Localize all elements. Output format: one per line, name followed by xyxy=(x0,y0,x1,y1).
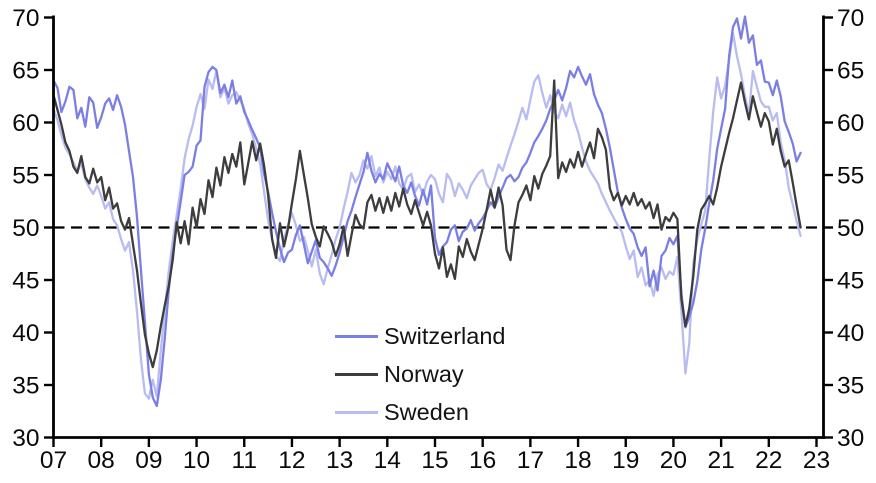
y-tick-label-left-35: 35 xyxy=(12,373,39,400)
y-tick-label-left-30: 30 xyxy=(12,425,39,452)
x-tick-label-10: 10 xyxy=(183,447,210,474)
x-tick-label-17: 17 xyxy=(517,447,544,474)
x-tick-label-15: 15 xyxy=(421,447,448,474)
y-tick-label-right-50: 50 xyxy=(837,215,864,242)
y-tick-label-left-55: 55 xyxy=(12,163,39,190)
chart-legend: Switzerland Norway Sweden xyxy=(335,317,505,431)
series-line-switzerland xyxy=(52,15,802,408)
series-line-norway xyxy=(52,79,802,369)
y-tick-label-right-30: 30 xyxy=(837,425,864,452)
y-tick-label-left-70: 70 xyxy=(12,5,39,32)
x-tick-label-23: 23 xyxy=(803,447,830,474)
y-tick-label-right-60: 60 xyxy=(837,110,864,137)
x-tick-label-08: 08 xyxy=(88,447,115,474)
x-tick-label-19: 19 xyxy=(612,447,639,474)
y-tick-label-right-45: 45 xyxy=(837,268,864,295)
legend-item-switzerland: Switzerland xyxy=(335,317,505,355)
x-tick-label-11: 11 xyxy=(232,447,257,474)
x-tick-label-07: 07 xyxy=(40,447,67,474)
legend-item-sweden: Sweden xyxy=(335,393,505,431)
legend-label-norway: Norway xyxy=(384,360,464,387)
legend-label-switzerland: Switzerland xyxy=(384,322,506,349)
y-tick-label-right-40: 40 xyxy=(837,320,864,347)
legend-line-swatch-norway xyxy=(335,372,378,376)
y-tick-label-left-45: 45 xyxy=(12,268,39,295)
x-tick-label-18: 18 xyxy=(564,447,591,474)
y-tick-label-right-35: 35 xyxy=(837,373,864,400)
x-tick-label-13: 13 xyxy=(326,447,353,474)
y-tick-label-right-55: 55 xyxy=(837,163,864,190)
y-tick-label-left-50: 50 xyxy=(12,215,39,242)
y-tick-label-left-65: 65 xyxy=(12,58,39,85)
legend-label-sweden: Sweden xyxy=(384,398,469,425)
legend-line-swatch-sweden xyxy=(335,410,378,414)
x-tick-label-22: 22 xyxy=(755,447,782,474)
x-tick-label-21: 21 xyxy=(707,447,734,474)
x-tick-label-09: 09 xyxy=(135,447,162,474)
x-tick-label-16: 16 xyxy=(469,447,496,474)
legend-item-norway: Norway xyxy=(335,355,505,393)
y-tick-label-right-70: 70 xyxy=(837,5,864,32)
y-tick-label-left-40: 40 xyxy=(12,320,39,347)
legend-line-swatch-switzerland xyxy=(335,334,378,338)
series-line-sweden xyxy=(52,32,802,400)
x-tick-label-12: 12 xyxy=(278,447,305,474)
x-tick-label-20: 20 xyxy=(660,447,687,474)
y-tick-label-right-65: 65 xyxy=(837,58,864,85)
x-tick-label-14: 14 xyxy=(374,447,401,474)
y-tick-label-left-60: 60 xyxy=(12,110,39,137)
